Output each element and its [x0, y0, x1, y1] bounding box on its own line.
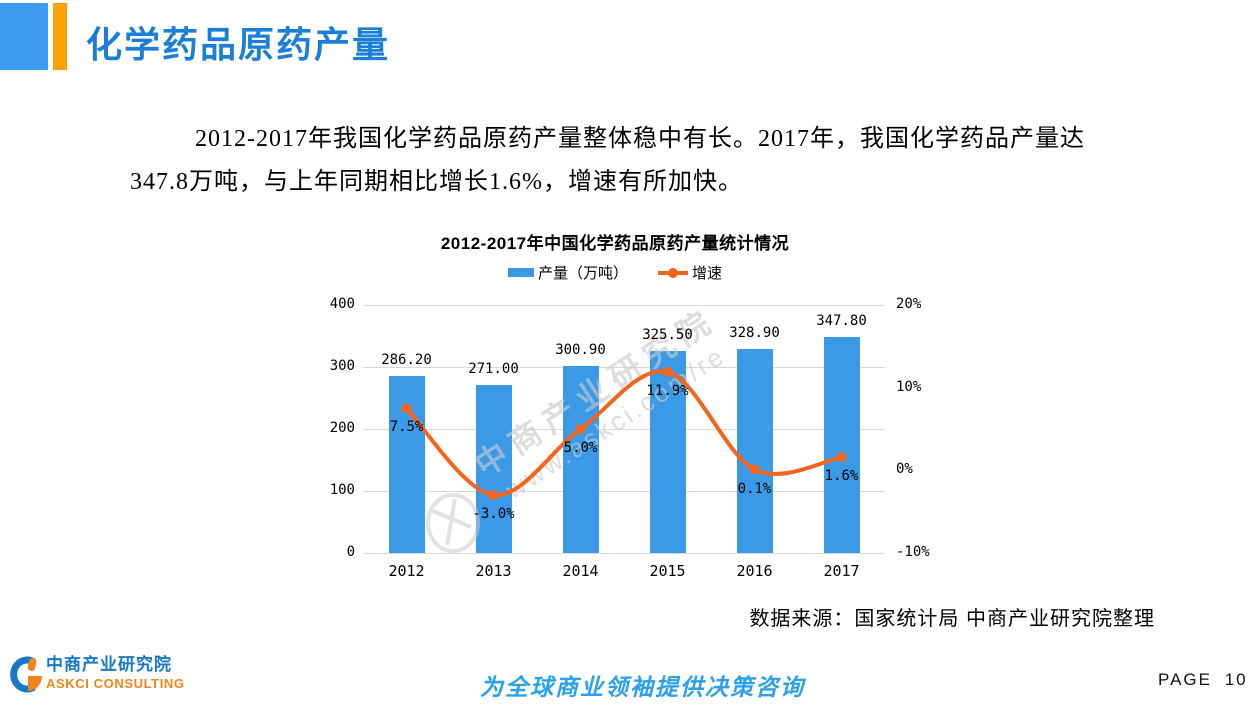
- gridline: [363, 490, 885, 492]
- growth-data-point: [575, 424, 586, 434]
- growth-point-label: 0.1%: [737, 480, 772, 497]
- left-axis-tick: 400: [329, 296, 355, 312]
- chart-bar: [562, 366, 599, 553]
- right-axis-tick: 10%: [896, 378, 922, 395]
- legend-line-label: 增速: [692, 265, 723, 282]
- growth-data-point: [401, 403, 412, 414]
- askci-logo-icon: [10, 656, 42, 693]
- header-accent-orange-bar: [53, 3, 67, 70]
- body-paragraph-line-1: 2012-2017年我国化学药品原药产量整体稳中有长。2017年，我国化学药品产…: [195, 126, 1085, 152]
- legend-line-dot: [668, 267, 678, 278]
- gridline: [363, 366, 885, 368]
- gridline: [363, 304, 885, 306]
- growth-data-point: [749, 464, 760, 475]
- growth-point-label: 1.6%: [824, 468, 859, 485]
- growth-point-label: 5.0%: [563, 440, 598, 456]
- page-number: PAGE 10: [1158, 670, 1248, 689]
- legend-item-growth: 增速: [658, 262, 722, 283]
- chart-title: 2012-2017年中国化学药品原药产量统计情况: [440, 234, 790, 253]
- growth-trend-line: [401, 366, 847, 501]
- gridline: [363, 428, 885, 430]
- growth-point-label: 11.9%: [646, 382, 689, 399]
- growth-point-label: 7.5%: [389, 419, 424, 436]
- left-axis-tick: 300: [329, 358, 355, 374]
- footer-tagline: 为全球商业领袖提供决策咨询: [480, 675, 805, 700]
- legend-line-swatch: [658, 267, 688, 278]
- data-source-note: 数据来源：国家统计局 中商产业研究院整理: [749, 608, 1155, 630]
- x-axis-label: 2013: [475, 562, 512, 580]
- x-axis-label: 2012: [388, 562, 425, 580]
- page-title: 化学药品原药产量: [86, 25, 391, 65]
- gridline: [363, 552, 885, 554]
- growth-data-point: [488, 490, 499, 501]
- legend-item-production: 产量（万吨）: [507, 262, 628, 283]
- chart-bar: [823, 337, 860, 553]
- x-axis-label: 2016: [736, 562, 773, 580]
- logo-name-cn: 中商产业研究院: [46, 655, 172, 674]
- bar-value-label: 347.80: [816, 313, 867, 329]
- left-axis-tick: 200: [329, 420, 355, 436]
- logo-text-block: 中商产业研究院 ASKCI CONSULTING: [46, 656, 185, 690]
- x-axis-label: 2015: [649, 562, 686, 580]
- right-axis-tick: 0%: [896, 461, 913, 478]
- chart-legend: 产量（万吨） 增速: [320, 262, 910, 283]
- body-paragraph-line-2: 347.8万吨，与上年同期相比增长1.6%，增速有所加快。: [130, 169, 743, 195]
- right-axis-tick: -10%: [896, 544, 930, 560]
- x-axis-label: 2017: [823, 562, 860, 580]
- legend-bar-label: 产量（万吨）: [537, 265, 628, 282]
- legend-bar-swatch: [507, 268, 534, 277]
- bar-value-label: 271.00: [468, 361, 519, 377]
- x-axis-label: 2014: [562, 562, 599, 580]
- left-axis-tick: 100: [329, 482, 355, 498]
- chart-bar: [736, 349, 773, 553]
- growth-point-label: -3.0%: [472, 506, 515, 523]
- bar-value-label: 300.90: [555, 342, 606, 358]
- header-accent-blue-block: [0, 3, 48, 70]
- bar-value-label: 286.20: [381, 352, 432, 368]
- bar-value-label: 328.90: [729, 325, 780, 341]
- growth-data-point: [662, 366, 673, 377]
- left-axis-tick: 0: [346, 544, 355, 560]
- growth-data-point: [836, 452, 847, 463]
- plot-area: 中商产业研究院 www.askci.com/re 0 100 200 300 400 -1…: [330, 296, 930, 580]
- bar-value-label: 325.50: [642, 327, 693, 343]
- logo-name-en: ASKCI CONSULTING: [46, 676, 185, 691]
- chart-bar: [649, 351, 686, 553]
- right-axis-tick: 20%: [896, 296, 922, 312]
- chart-bar: [475, 385, 512, 553]
